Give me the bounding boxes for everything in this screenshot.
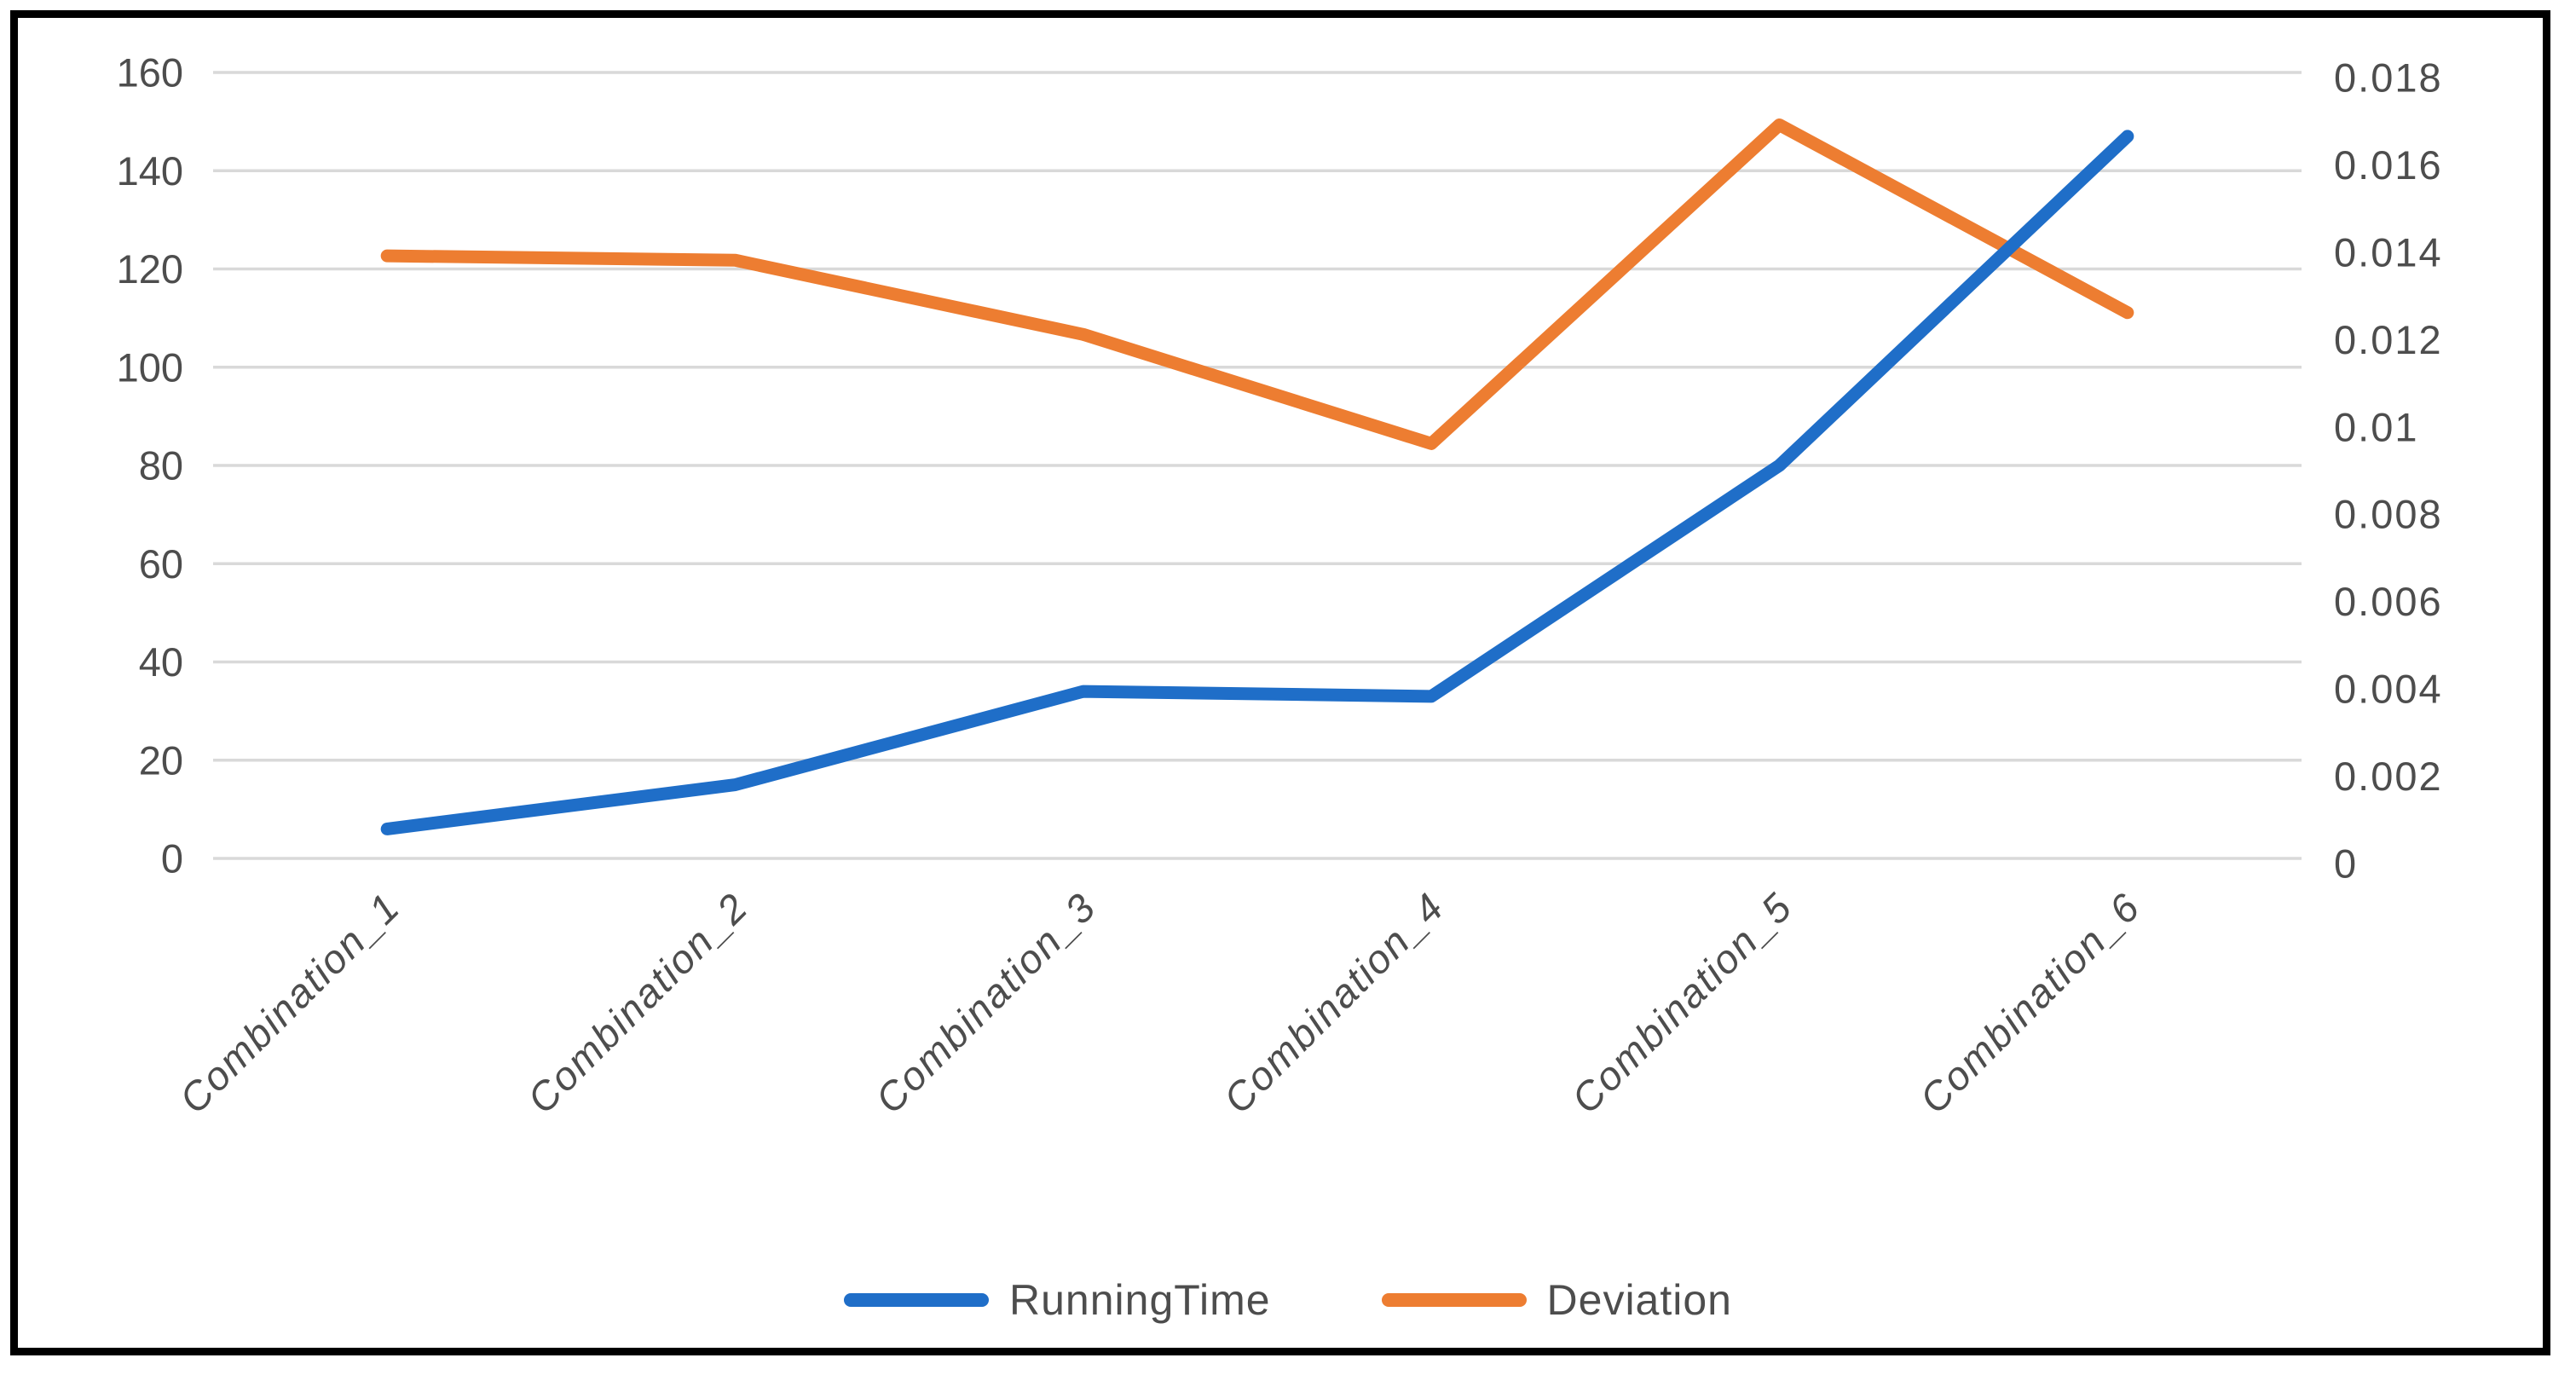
right-axis-tick-label: 0.012 — [2334, 317, 2443, 362]
left-axis-tick-label: 120 — [117, 246, 183, 292]
legend-item-deviation[interactable]: Deviation — [1381, 1275, 1732, 1325]
series-runningtime-line[interactable] — [380, 130, 2134, 835]
left-axis-tick-label: 20 — [139, 737, 183, 783]
deviation-swatch — [1381, 1293, 1527, 1307]
left-axis-tick-label: 100 — [117, 344, 183, 390]
right-axis-tick-label: 0.004 — [2334, 667, 2443, 712]
left-axis-tick-label: 80 — [139, 443, 183, 488]
right-axis-tick-label: 0.016 — [2334, 142, 2443, 188]
legend-label-runningtime: RunningTime — [1009, 1276, 1271, 1324]
x-axis-tick-label: Combination_6 — [1910, 884, 2148, 1122]
x-axis-tick-label: Combination_2 — [518, 884, 756, 1122]
series-deviation-line[interactable] — [380, 118, 2134, 450]
gridlines — [213, 71, 2302, 860]
left-axis-tick-label: 0 — [161, 836, 183, 881]
runningtime-swatch — [844, 1293, 990, 1307]
legend-label-deviation: Deviation — [1546, 1276, 1732, 1324]
right-axis-tick-label: 0.006 — [2334, 579, 2443, 624]
left-axis-tick-label: 40 — [139, 639, 183, 685]
right-axis-tick-label: 0.018 — [2334, 55, 2443, 101]
left-axis-labels: 0 20 40 60 80 100 120 140 160 — [117, 50, 183, 881]
x-axis-tick-label: Combination_4 — [1215, 884, 1453, 1122]
x-axis-labels: Combination_1 Combination_2 Combination_3 C… — [170, 884, 2149, 1122]
right-axis-labels: 0 0.002 0.004 0.006 0.008 0.01 0.012 0.014 0.016… — [2334, 55, 2443, 887]
x-axis-tick-label: Combination_5 — [1562, 884, 1800, 1122]
left-axis-tick-label: 60 — [139, 541, 183, 586]
right-axis-tick-label: 0.002 — [2334, 754, 2443, 799]
right-axis-tick-label: 0.008 — [2334, 492, 2443, 537]
x-axis-tick-label: Combination_3 — [866, 884, 1104, 1122]
x-axis-tick-label: Combination_1 — [170, 884, 408, 1122]
right-axis-tick-label: 0.01 — [2334, 404, 2418, 449]
right-axis-tick-label: 0.014 — [2334, 229, 2443, 274]
legend-item-runningtime[interactable]: RunningTime — [844, 1275, 1271, 1325]
right-axis-tick-label: 0 — [2334, 841, 2358, 887]
left-axis-tick-label: 160 — [117, 50, 183, 95]
legend: RunningTime Deviation — [0, 1275, 2576, 1325]
left-axis-tick-label: 140 — [117, 148, 183, 194]
